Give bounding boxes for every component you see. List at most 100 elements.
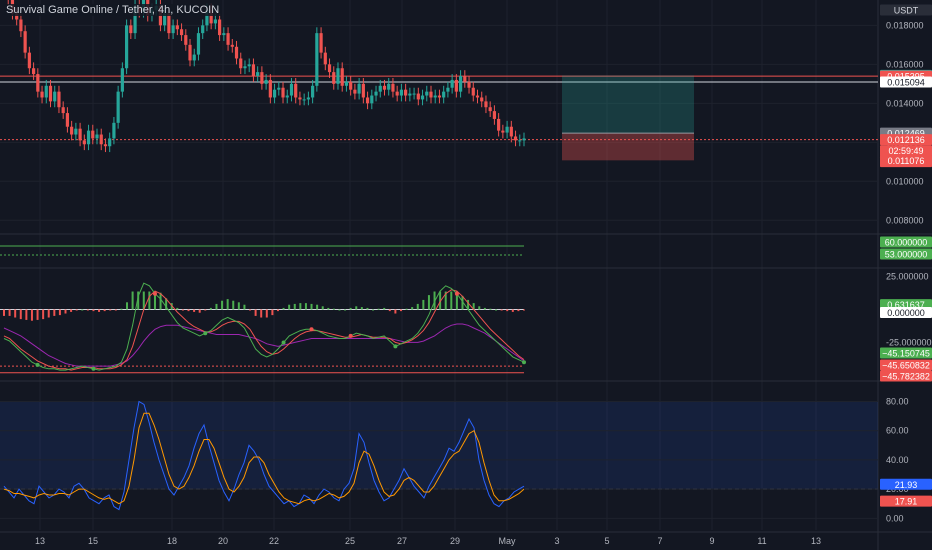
candle [27,52,31,69]
candle [57,91,61,108]
rsi-k-line [3,400,525,511]
osc-histogram-bar [299,303,302,310]
candle [425,91,429,96]
candle [391,83,395,92]
osc-histogram-bar [439,291,442,310]
osc-histogram-bar [282,307,285,310]
rsi-value-badge-bg [880,495,932,507]
osc-tick-label: -25.000000 [886,337,932,347]
candle [171,25,175,34]
position-loss-zone[interactable] [562,133,694,161]
candle [332,72,336,84]
osc-cross-dot [522,360,526,365]
osc-histogram-bar [461,295,464,310]
osc-histogram-bar [332,308,335,310]
osc-histogram-bar [98,309,101,312]
osc-value-badge-bg [880,370,932,382]
candle [416,93,420,100]
osc-histogram-bar [159,292,162,310]
candle [209,9,213,24]
candle [86,130,91,145]
osc-histogram-bar [153,291,156,310]
osc-histogram-bar [25,309,28,320]
osc-histogram-bar [377,308,380,310]
price-tick-label: 0.016000 [886,59,924,69]
osc-histogram-bar [344,309,347,311]
osc-histogram-bar [237,302,240,310]
osc-histogram-bar [243,304,246,310]
candle [74,128,78,135]
candle [353,89,357,94]
osc-value-badge: −45.650832 [882,361,930,371]
osc-histogram-bar [416,303,419,310]
candle [116,91,120,123]
rsi-value-badge-bg [880,478,932,490]
time-axis-label: May [498,536,516,546]
candle [15,13,19,20]
candle [501,130,505,133]
osc-histogram-bar [131,291,134,310]
time-axis-label: 11 [757,536,766,546]
osc-fast-line [3,282,525,371]
candle [302,99,306,101]
rsi-tick-label: 60.00 [886,426,909,436]
osc-signal-line [3,323,525,367]
candle [357,83,361,94]
position-profit-zone[interactable] [562,75,694,134]
price-label-badge: 02:59:49 [888,146,923,156]
candle [361,83,365,98]
candle [475,95,480,98]
osc-histogram-bar [165,298,168,310]
candle [289,83,294,96]
osc-histogram-bar [321,306,324,310]
osc-histogram-bar [137,291,140,310]
candle [522,138,526,141]
candle [454,79,458,92]
candle [120,68,124,92]
osc-histogram-bar [109,309,112,311]
candle [298,97,302,100]
osc-histogram-bar [148,291,151,310]
osc-histogram-bar [53,309,56,316]
osc-histogram-bar [478,306,481,310]
candle [344,81,349,86]
candle [488,107,492,112]
candle [399,89,403,96]
candle [53,91,57,102]
time-axis-label: 22 [269,536,279,546]
candle [294,83,298,98]
candle [133,5,137,34]
candle [349,81,353,90]
osc-histogram-bar [126,302,129,310]
candle [268,79,272,98]
candle [48,85,53,102]
time-axis-label: 13 [811,536,821,546]
candle [112,122,116,139]
candle [222,33,226,36]
time-axis-label: 13 [35,536,45,546]
candle [192,54,196,61]
candle [412,93,416,95]
osc-histogram-bar [232,300,235,310]
candle [408,93,412,96]
candle [65,113,70,127]
candle [387,83,391,90]
osc-cross-dot [393,344,398,349]
candle [420,95,425,100]
osc-histogram-bar [316,304,319,310]
osc-histogram-bar [58,309,61,316]
symbol-title: Survival Game Online / Tether, 4h, KUCOI… [4,4,222,16]
candle [306,97,310,100]
osc-cross-dot [91,366,96,371]
candle [201,25,205,34]
osc-histogram-bar [187,309,190,312]
rsi-band [0,401,878,490]
candle [226,33,230,45]
candle [175,25,179,30]
osc-histogram-bar [42,309,45,320]
osc-histogram-bar [405,308,408,310]
osc-cross-dot [348,333,353,338]
osc-histogram-bar [467,299,470,310]
candle [480,97,484,102]
